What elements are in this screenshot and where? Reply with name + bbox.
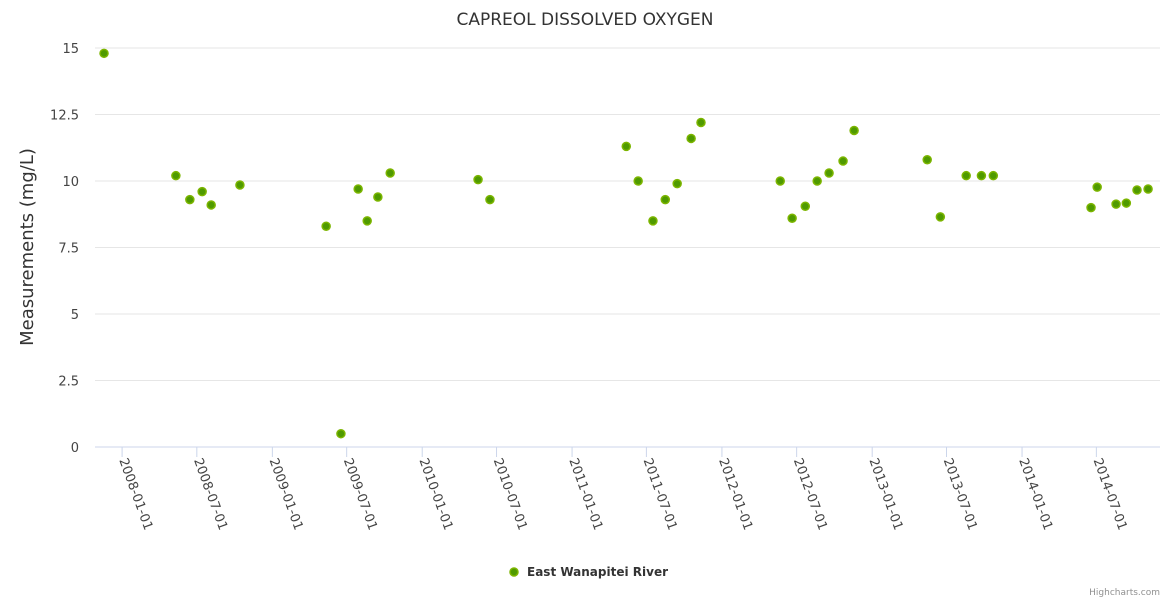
data-point: [800, 201, 811, 212]
data-point: [672, 178, 682, 189]
data-point: [988, 170, 999, 181]
data-point: [336, 428, 346, 439]
x-tick-label: 2010-01-01: [415, 456, 455, 532]
data-point: [485, 194, 495, 205]
y-axis-label: Measurements (mg/L): [17, 148, 38, 346]
x-tick-label: 2009-07-01: [340, 456, 380, 532]
y-tick-label: 2.5: [58, 375, 79, 390]
x-tick-label: 2013-07-01: [940, 456, 980, 532]
data-point: [321, 221, 331, 231]
data-point: [976, 170, 987, 181]
data-point: [787, 213, 797, 223]
data-point: [696, 117, 706, 128]
grid-lines: [95, 47, 1160, 448]
data-point: [621, 141, 632, 152]
data-point: [922, 154, 932, 165]
data-point: [812, 176, 822, 186]
x-tick-label: 2011-01-01: [565, 456, 605, 532]
x-axis-ticks: 2008-01-01 2008-07-01 2009-01-01 2009-07-01…: [115, 447, 1130, 532]
x-tick-label: 2010-07-01: [490, 456, 530, 532]
x-tick-label: 2011-07-01: [640, 456, 680, 532]
data-point: [1143, 184, 1153, 194]
y-tick-label: 10: [62, 175, 79, 190]
legend-marker-icon: [509, 567, 519, 577]
data-point: [838, 156, 848, 166]
x-tick-label: 2014-07-01: [1090, 456, 1130, 532]
data-point: [206, 200, 216, 210]
y-tick-label: 0: [71, 441, 79, 456]
data-point: [935, 212, 946, 222]
y-tick-label: 15: [62, 42, 79, 57]
data-point: [961, 170, 971, 181]
chart-title: CAPREOL DISSOLVED OXYGEN: [456, 10, 713, 30]
x-tick-label: 2013-01-01: [865, 456, 905, 532]
data-point: [824, 168, 834, 178]
data-point: [1121, 198, 1132, 208]
data-point: [362, 216, 372, 226]
y-tick-label: 7.5: [58, 242, 79, 257]
y-tick-label: 12.5: [50, 109, 79, 124]
data-points: [99, 48, 1153, 439]
data-point: [373, 192, 383, 202]
data-point: [353, 184, 363, 194]
x-tick-label: 2008-01-01: [115, 456, 155, 532]
data-point: [1092, 182, 1102, 192]
data-point: [473, 174, 483, 185]
x-tick-label: 2008-07-01: [190, 456, 230, 532]
y-axis-ticks: 0 2.5 5 7.5 10 12.5 15: [50, 42, 79, 456]
data-point: [633, 176, 643, 186]
data-point: [648, 216, 658, 226]
x-tick-label: 2014-01-01: [1015, 456, 1055, 532]
legend-item[interactable]: East Wanapitei River: [509, 565, 668, 579]
data-point: [99, 48, 109, 59]
x-tick-label: 2012-07-01: [790, 456, 830, 532]
data-point: [660, 194, 671, 205]
data-point: [235, 180, 245, 190]
y-tick-label: 5: [71, 308, 79, 323]
data-point: [1086, 202, 1096, 213]
x-tick-label: 2009-01-01: [266, 456, 306, 532]
legend-label: East Wanapitei River: [527, 565, 668, 579]
data-point: [1132, 185, 1142, 195]
data-point: [775, 176, 785, 186]
credits-link[interactable]: Highcharts.com: [1089, 588, 1160, 598]
data-point: [171, 170, 181, 181]
x-tick-label: 2012-01-01: [715, 456, 755, 532]
data-point: [849, 125, 859, 136]
data-point: [185, 194, 195, 205]
data-point: [197, 186, 207, 197]
data-point: [686, 133, 696, 144]
data-point: [385, 168, 395, 178]
data-point: [1111, 199, 1121, 209]
